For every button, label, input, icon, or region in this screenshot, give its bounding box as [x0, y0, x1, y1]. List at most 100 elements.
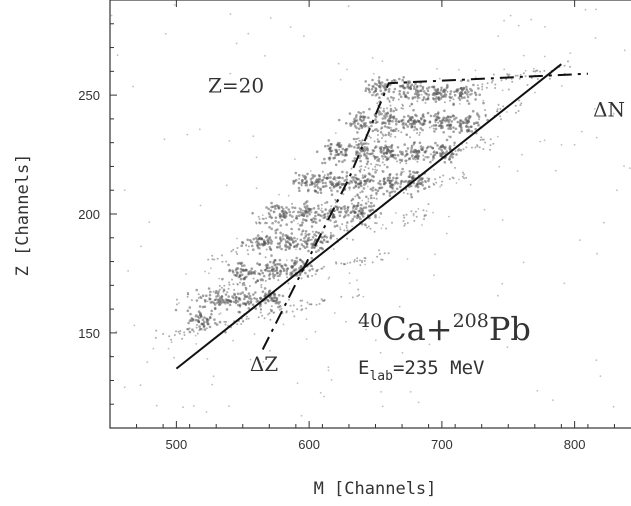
data-point	[451, 153, 454, 156]
data-point	[460, 128, 463, 131]
data-point	[297, 181, 300, 184]
data-point	[283, 213, 286, 216]
data-point	[300, 304, 303, 307]
data-point	[413, 129, 416, 132]
data-point	[297, 228, 301, 231]
data-point	[303, 246, 307, 249]
data-point	[467, 118, 470, 121]
data-point	[438, 147, 441, 150]
data-point	[329, 236, 333, 240]
data-point	[340, 150, 343, 154]
data-point	[449, 135, 452, 139]
data-point	[521, 153, 523, 156]
data-point	[489, 144, 492, 147]
data-point	[442, 118, 445, 122]
data-point	[367, 225, 370, 228]
data-point	[477, 115, 481, 118]
data-point	[341, 170, 344, 174]
data-point	[402, 86, 406, 90]
data-point	[243, 297, 246, 301]
data-point	[302, 218, 305, 221]
data-point	[294, 171, 298, 175]
data-point	[423, 215, 426, 218]
data-point	[400, 152, 403, 156]
data-point	[226, 291, 229, 294]
data-point	[232, 296, 235, 300]
data-point	[325, 184, 328, 188]
data-point	[381, 161, 384, 164]
data-point	[269, 209, 273, 212]
data-point	[188, 306, 192, 309]
data-point	[439, 97, 443, 100]
data-point	[293, 245, 296, 248]
data-point	[441, 180, 444, 183]
data-point	[397, 98, 400, 101]
data-point	[356, 150, 359, 154]
data-point	[218, 313, 221, 315]
data-point	[281, 233, 285, 236]
data-point	[394, 212, 397, 214]
data-point	[352, 186, 356, 190]
data-point	[371, 93, 374, 97]
data-point	[395, 108, 398, 112]
data-point	[355, 144, 358, 146]
data-point	[357, 127, 361, 130]
data-point	[334, 153, 338, 157]
data-point	[300, 277, 303, 280]
data-point	[580, 130, 583, 133]
data-point	[332, 248, 335, 250]
data-point	[382, 182, 386, 186]
data-point	[370, 124, 373, 128]
data-point	[340, 207, 343, 211]
data-point	[266, 263, 269, 266]
data-point	[276, 228, 279, 231]
data-point	[385, 114, 388, 118]
data-point	[319, 391, 322, 394]
data-point	[341, 153, 344, 156]
data-point	[208, 297, 211, 299]
data-point	[227, 295, 230, 298]
data-point	[410, 155, 413, 158]
data-point	[331, 184, 334, 187]
data-point	[474, 69, 477, 72]
data-point	[282, 268, 286, 271]
data-point	[464, 90, 467, 94]
data-point	[418, 134, 421, 136]
data-point	[277, 279, 280, 282]
data-point	[321, 161, 324, 165]
data-point	[258, 252, 262, 255]
data-point	[360, 165, 363, 168]
data-point	[369, 136, 372, 139]
target-symbol: Pb	[489, 310, 531, 348]
data-point	[359, 170, 362, 172]
data-point	[226, 301, 230, 305]
data-point	[345, 224, 348, 227]
data-point	[386, 165, 389, 169]
data-point	[329, 231, 332, 234]
data-point	[257, 272, 261, 275]
data-point	[401, 118, 405, 122]
data-point	[272, 210, 275, 213]
data-point	[225, 308, 229, 311]
data-point	[341, 183, 344, 186]
data-point	[216, 292, 219, 295]
data-point	[409, 180, 412, 182]
data-point	[203, 305, 207, 309]
data-point	[254, 281, 257, 284]
data-point	[421, 128, 424, 132]
data-point	[481, 88, 484, 91]
data-point	[325, 236, 329, 239]
data-point	[341, 147, 345, 151]
data-point	[309, 238, 312, 241]
data-point	[393, 190, 397, 193]
dash-dot-line	[261, 72, 588, 350]
data-point	[365, 154, 368, 158]
data-point	[353, 259, 356, 261]
data-point	[463, 173, 465, 176]
data-point	[374, 168, 377, 171]
data-point	[451, 176, 454, 179]
data-point	[319, 187, 322, 191]
data-point	[424, 187, 427, 189]
data-point	[363, 183, 366, 186]
